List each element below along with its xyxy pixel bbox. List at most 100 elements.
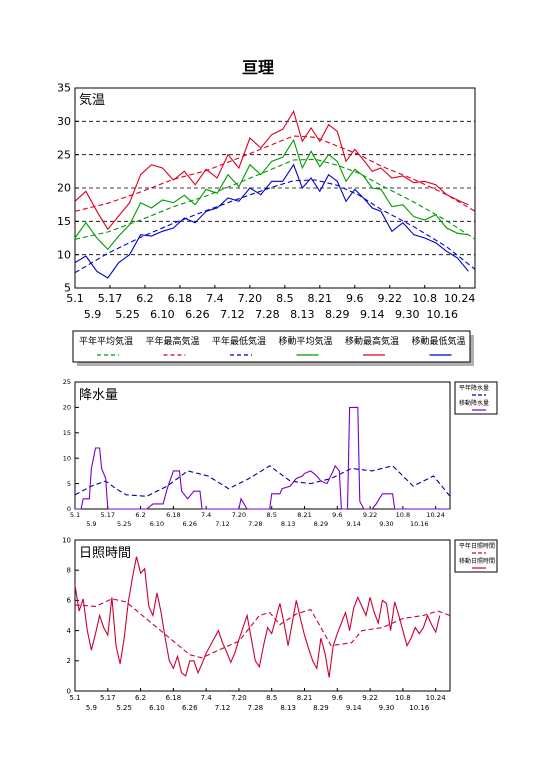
temperature-legend-label: 平年最低気温 [212, 335, 266, 347]
sunshine-y-ticks: 0 2 4 6 8 10 [62, 536, 79, 695]
precip-x-tick-label: 10.8 [396, 511, 410, 519]
temperature-x-tick-label: 9.6 [346, 292, 364, 305]
precip-x-tick-label: 10.24 [426, 511, 445, 519]
temperature-x-tick-label: 7.20 [238, 292, 263, 305]
temperature-series-line-1 [74, 135, 476, 212]
sunshine-panel-label: 日照時間 [79, 546, 131, 561]
sunshine-x-tick-label: 10.8 [395, 694, 411, 702]
sunshine-legend-label: 平年日照時間 [459, 542, 495, 550]
precip-y-tick-label: 25 [63, 378, 71, 386]
temperature-x-tick-label: 9.30 [395, 308, 420, 321]
temperature-legend-label: 平年最高気温 [146, 335, 200, 347]
sunshine-x-tick-label: 9.6 [332, 694, 344, 702]
precip-x-tick-label: 9.14 [346, 520, 360, 528]
temperature-y-tick-label: 5 [64, 282, 71, 295]
precip-x-tick-label: 7.4 [201, 511, 211, 519]
sunshine-x-tick-label: 10.16 [409, 704, 430, 712]
precip-x-tick-label: 7.28 [248, 520, 262, 528]
precip-x-tick-label: 8.13 [281, 520, 295, 528]
precipitation-x-ticks: 5.1 5.17 6.2 6.18 7.4 7.20 8.5 8.21 9.6 9.22 10.8 1… [70, 506, 445, 528]
precip-x-tick-label: 5.9 [86, 520, 96, 528]
temperature-x-tick-label: 8.29 [325, 308, 350, 321]
sunshine-series-line-0 [74, 598, 451, 659]
temperature-x-tick-label: 8.5 [276, 292, 294, 305]
page-title: 亘理 [242, 58, 274, 77]
sunshine-y-tick-label: 0 [67, 687, 71, 695]
temperature-x-tick-label: 6.10 [150, 308, 175, 321]
precipitation-panel: 0 5 10 15 20 25 5.1 5.17 6.2 6.18 7.4 7.20 8.5 8.21 9… [63, 378, 498, 528]
precip-y-tick-label: 5 [67, 480, 71, 488]
temperature-x-tick-label: 5.25 [115, 308, 140, 321]
precip-x-tick-label: 8.29 [314, 520, 328, 528]
sunshine-x-tick-label: 8.5 [266, 694, 277, 702]
sunshine-y-tick-label: 2 [67, 657, 71, 665]
precip-y-tick-label: 15 [63, 429, 71, 437]
sunshine-x-tick-label: 9.14 [346, 704, 362, 712]
precipitation-y-ticks: 0 5 10 15 20 25 [63, 378, 79, 513]
sunshine-y-tick-label: 10 [62, 536, 71, 544]
precipitation-panel-label: 降水量 [79, 388, 118, 403]
temperature-y-tick-label: 25 [57, 148, 71, 161]
sunshine-x-tick-label: 6.18 [166, 694, 182, 702]
temperature-panel-label: 気温 [79, 92, 105, 108]
precip-x-tick-label: 7.20 [232, 511, 246, 519]
temperature-series-line-5 [74, 163, 469, 279]
precip-x-tick-label: 8.5 [267, 511, 277, 519]
temperature-x-tick-label: 6.26 [185, 308, 210, 321]
sunshine-x-tick-label: 6.10 [149, 704, 165, 712]
precipitation-plot-frame [74, 381, 451, 510]
temperature-legend-box [72, 330, 471, 363]
temperature-x-tick-label: 6.18 [168, 292, 193, 305]
sunshine-x-tick-label: 5.17 [100, 694, 116, 702]
temperature-series-line-4 [74, 109, 469, 231]
temperature-y-tick-label: 20 [57, 182, 71, 195]
sunshine-legend-label: 移動日照時間 [459, 557, 495, 565]
temperature-x-tick-label: 8.13 [290, 308, 315, 321]
temperature-legend-items: 平年平均気温 平年最高気温 平年最低気温 移動平均気温 移動最高気温 移動最低気温 [79, 335, 466, 356]
precip-x-tick-label: 10.16 [410, 520, 429, 528]
sunshine-x-tick-label: 7.20 [231, 694, 247, 702]
temperature-y-tick-label: 35 [57, 82, 71, 95]
temperature-legend-label: 平年平均気温 [79, 335, 133, 347]
temperature-y-tick-label: 15 [57, 215, 71, 228]
precip-x-tick-label: 5.1 [70, 511, 80, 519]
temperature-series [74, 109, 476, 279]
precip-x-tick-label: 9.30 [379, 520, 393, 528]
precip-y-tick-label: 20 [63, 404, 71, 412]
temperature-x-ticks: 5.1 5.17 6.2 6.18 7.4 7.20 8.5 8.21 9.6 9.22 10.8 1… [66, 285, 475, 321]
precip-y-tick-label: 0 [67, 505, 71, 513]
precip-x-tick-label: 7.12 [215, 520, 229, 528]
sunshine-x-tick-label: 7.12 [215, 704, 231, 712]
precipitation-series [74, 406, 451, 510]
temperature-x-tick-label: 10.8 [412, 292, 437, 305]
precip-legend-label: 平年降水量 [459, 384, 489, 392]
sunshine-x-tick-label: 7.4 [201, 694, 213, 702]
sunshine-x-tick-label: 9.30 [379, 704, 395, 712]
sunshine-x-tick-label: 8.29 [313, 704, 329, 712]
precip-legend-label: 移動降水量 [459, 399, 489, 407]
temperature-panel: 5 10 15 20 25 30 35 5.1 5.17 6.2 6.18 7.4 7.20 8.5 8.… [57, 82, 476, 321]
sunshine-x-tick-label: 6.26 [182, 704, 198, 712]
temperature-x-tick-label: 5.9 [84, 308, 102, 321]
temperature-x-tick-label: 9.22 [378, 292, 403, 305]
sunshine-x-tick-label: 5.25 [116, 704, 132, 712]
sunshine-x-tick-label: 10.24 [426, 694, 447, 702]
precip-x-tick-label: 9.6 [332, 511, 342, 519]
sunshine-series [74, 556, 451, 678]
temperature-y-tick-label: 30 [57, 115, 71, 128]
sunshine-x-tick-label: 9.22 [362, 694, 378, 702]
temperature-series-line-0 [74, 158, 476, 240]
precip-x-tick-label: 8.21 [297, 511, 311, 519]
temperature-x-tick-label: 6.2 [136, 292, 154, 305]
temperature-gridlines [75, 120, 475, 256]
precip-x-tick-label: 6.2 [135, 511, 145, 519]
sunshine-y-tick-label: 6 [67, 597, 72, 605]
precip-x-tick-label: 5.17 [101, 511, 115, 519]
sunshine-y-tick-label: 4 [67, 627, 72, 635]
sunshine-plot-frame [74, 539, 451, 692]
sunshine-y-tick-label: 8 [67, 567, 71, 575]
precip-x-tick-label: 6.10 [150, 520, 164, 528]
